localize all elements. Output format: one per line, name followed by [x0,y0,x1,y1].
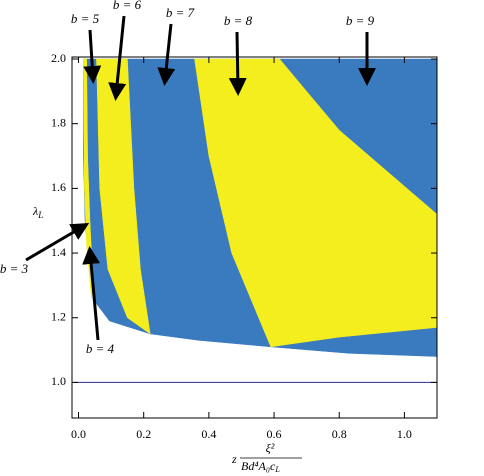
annotation-arrow [82,246,101,341]
y-tick-label: 1.6 [51,180,66,194]
annotation-arrow [83,29,102,84]
x-tick-label: 0.8 [332,427,347,441]
x-tick-label: 0.0 [71,427,86,441]
x-label-den-main: Bd⁴A₀c [241,459,276,473]
y-tick-label: 2.0 [51,51,66,65]
annotation-arrow [157,23,176,86]
annotation-arrow [25,222,90,262]
annotation-label: b = 5 [71,11,100,26]
annotation-label: b = 8 [224,13,253,28]
region [96,58,151,335]
x-tick-label: 0.6 [267,427,282,441]
annotation-arrow [108,15,127,101]
regions [83,58,438,357]
y-tick-label: 1.4 [51,245,66,259]
axes: 0.0 0.2 0.4 0.6 0.8 1.01.01.21.41.61.82.0λLzξ… [32,51,438,474]
y-tick-label: 1.8 [51,115,66,129]
y-label-main: λ [32,204,38,218]
annotation-label: b = 3 [0,261,29,276]
annotation-label: b = 6 [113,0,142,12]
x-label-prefix: z [231,452,237,466]
y-tick-label: 1.0 [51,374,66,388]
y-tick-label: 1.2 [51,309,66,323]
x-tick-label: 0.2 [136,427,151,441]
y-label-sub: L [37,210,43,220]
x-tick-label: 0.4 [201,427,216,441]
x-label-den-sub: L [274,465,280,474]
annotation-label: b = 7 [166,5,195,20]
annotations: b = 3 b = 4 b = 5 b = 6 b = 7 b = 8 b = 9 [0,0,376,356]
x-label-numerator: ξ² [266,441,275,455]
x-label-denominator: Bd⁴A₀cL [241,459,280,474]
annotation-label: b = 9 [346,13,375,28]
annotation-arrow [228,31,247,96]
x-tick-label: 1.0 [397,427,412,441]
annotation-label: b = 4 [86,341,115,356]
y-axis-label: λL [32,204,43,220]
